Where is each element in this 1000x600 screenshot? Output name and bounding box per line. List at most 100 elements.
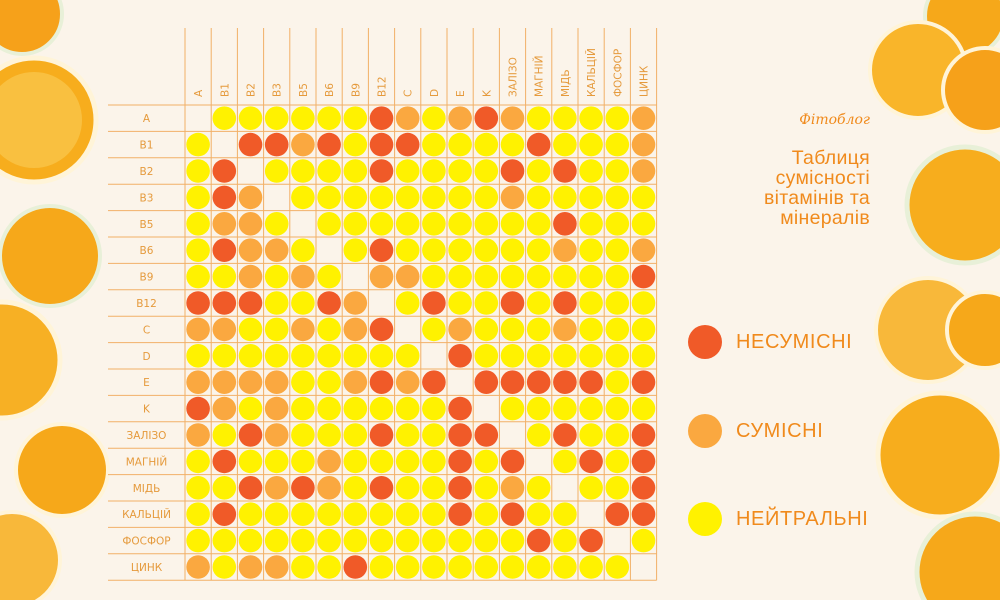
matrix-cell — [553, 264, 577, 289]
matrix-cell — [579, 132, 603, 157]
legend-item-incompatible: НЕСУМІСНІ — [688, 322, 852, 362]
matrix-cell — [343, 106, 368, 130]
matrix-cell — [579, 344, 603, 368]
matrix-cell — [526, 370, 551, 395]
matrix-cell — [395, 370, 420, 395]
matrix-cell — [317, 476, 341, 500]
matrix-cell — [605, 423, 630, 447]
matrix-cell — [186, 370, 210, 395]
matrix-cell — [448, 396, 472, 421]
matrix-cell — [605, 502, 630, 526]
matrix-cell — [186, 528, 210, 553]
matrix-cell — [474, 528, 499, 553]
matrix-cell — [579, 291, 603, 315]
matrix-cell — [264, 476, 289, 500]
matrix-cell — [186, 185, 210, 210]
matrix-cell — [474, 555, 499, 579]
matrix-cell — [369, 423, 394, 447]
matrix-cell — [369, 344, 394, 368]
matrix-cell — [238, 502, 263, 526]
matrix-cell — [474, 212, 499, 236]
matrix-cell — [264, 449, 289, 474]
matrix-cell — [343, 132, 368, 157]
matrix-cell — [343, 502, 368, 526]
legend-swatch-neutral — [688, 502, 722, 536]
matrix-cell — [526, 132, 551, 157]
matrix-cell — [579, 317, 603, 342]
matrix-cell — [186, 476, 210, 500]
matrix-cell — [317, 185, 341, 210]
row-label: ФОСФОР — [122, 536, 170, 548]
matrix-cell — [343, 344, 368, 368]
matrix-cell — [474, 264, 499, 289]
matrix-cell — [369, 317, 394, 342]
matrix-cell — [553, 344, 577, 368]
matrix-cell — [631, 291, 656, 315]
matrix-cell — [317, 264, 341, 289]
matrix-cell — [422, 238, 446, 262]
matrix-cell — [186, 238, 210, 262]
matrix-cell — [395, 396, 420, 421]
matrix-cell — [317, 212, 341, 236]
matrix-cell — [212, 423, 237, 447]
matrix-cell — [500, 396, 525, 421]
legend-label-incompatible: НЕСУМІСНІ — [736, 330, 853, 353]
matrix-cell — [500, 238, 525, 262]
legend-label-neutral: НЕЙТРАЛЬНІ — [736, 507, 869, 530]
matrix-cell — [369, 159, 394, 183]
matrix-cell — [291, 185, 315, 210]
matrix-cell — [631, 264, 656, 289]
matrix-cell — [422, 528, 446, 553]
matrix-cell — [579, 106, 603, 130]
matrix-cell — [474, 106, 499, 130]
matrix-cell — [395, 476, 420, 500]
matrix-cell — [474, 185, 499, 210]
matrix-cell — [474, 370, 499, 395]
matrix-cell — [395, 106, 420, 130]
matrix-cell — [212, 476, 237, 500]
matrix-cell — [264, 502, 289, 526]
matrix-cell — [264, 396, 289, 421]
matrix-cell — [317, 528, 341, 553]
matrix-cell — [474, 344, 499, 368]
matrix-cell — [500, 449, 525, 474]
matrix-cell — [605, 159, 630, 183]
matrix-cell — [422, 449, 446, 474]
matrix-cell — [605, 476, 630, 500]
matrix-cell — [369, 238, 394, 262]
matrix-cell — [422, 502, 446, 526]
matrix-cell — [631, 317, 656, 342]
matrix-cell — [500, 528, 525, 553]
matrix-cell — [605, 132, 630, 157]
matrix-cell — [526, 344, 551, 368]
column-label: КАЛЬЦІЙ — [585, 48, 598, 97]
matrix-cell — [369, 396, 394, 421]
row-label: K — [143, 404, 151, 416]
matrix-cell — [631, 106, 656, 130]
matrix-cell — [631, 212, 656, 236]
matrix-cell — [369, 528, 394, 553]
matrix-cell — [500, 291, 525, 315]
matrix-cell — [343, 423, 368, 447]
matrix-cell — [264, 528, 289, 553]
matrix-cell — [186, 317, 210, 342]
matrix-cell — [343, 317, 368, 342]
matrix-cell — [448, 344, 472, 368]
matrix-cell — [317, 555, 341, 579]
matrix-cell — [186, 132, 210, 157]
matrix-cell — [500, 502, 525, 526]
brand-logo-text: Фітоблог — [799, 112, 870, 128]
matrix-cell — [579, 476, 603, 500]
matrix-cell — [526, 238, 551, 262]
orange-slices-left — [0, 0, 110, 600]
matrix-cell — [553, 370, 577, 395]
matrix-cell — [448, 238, 472, 262]
matrix-cell — [526, 212, 551, 236]
matrix-cell — [448, 502, 472, 526]
matrix-cell — [291, 106, 315, 130]
matrix-cell — [631, 423, 656, 447]
matrix-cell — [343, 185, 368, 210]
matrix-cell — [212, 502, 237, 526]
matrix-cell — [631, 159, 656, 183]
row-label: B6 — [140, 245, 154, 257]
